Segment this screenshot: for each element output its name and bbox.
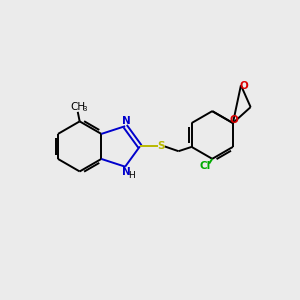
Text: CH: CH <box>70 102 85 112</box>
Text: N: N <box>122 167 131 177</box>
Text: Cl: Cl <box>200 161 211 172</box>
Text: H: H <box>128 171 135 180</box>
Text: S: S <box>158 141 165 152</box>
Text: N: N <box>122 116 131 126</box>
Text: O: O <box>239 81 248 91</box>
Text: O: O <box>230 115 239 125</box>
Text: 3: 3 <box>82 106 87 112</box>
